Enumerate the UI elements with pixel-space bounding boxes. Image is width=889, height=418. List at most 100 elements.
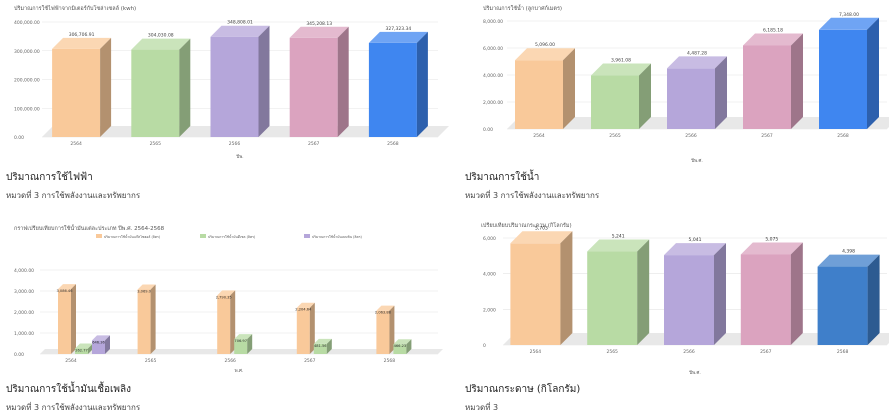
legend-swatch <box>96 234 102 238</box>
data-label: 4,487.28 <box>687 50 707 56</box>
water-chart: ปริมาณการใช้น้ำ (ลูกบาศก์เมตร) 8,000.00 6,… <box>483 4 889 164</box>
bar-2568-series-0[interactable] <box>376 305 395 354</box>
x-tick-label: 2565 <box>609 133 621 139</box>
bar-2564-series-0[interactable] <box>58 284 76 354</box>
x-tick-label: 2567 <box>760 349 772 355</box>
paper-category: หมวดที่ 3 <box>465 403 499 412</box>
x-tick-label: 2564 <box>533 133 545 139</box>
electricity-card: ปริมาณการใช้ไฟฟ้าจากมิเตอร์กับโซล่าเซลล์… <box>0 0 449 209</box>
bar-2567[interactable] <box>740 242 803 345</box>
y-tick-label: 0.00 <box>14 135 24 141</box>
water-caption[interactable]: ปริมาณการใช้น้ำ <box>465 172 540 183</box>
fuel-card: กราฟเปรียบเทียบการใช้น้ำมันแต่ละประเภท ป… <box>0 212 444 418</box>
x-axis-label: ปีพ.ศ. <box>689 370 701 376</box>
bar-2564[interactable] <box>515 48 575 130</box>
data-label: 706.97 <box>234 339 247 343</box>
data-label: 345,208.13 <box>306 21 332 27</box>
fuel-category: หมวดที่ 3 การใช้พลังงานและทรัพยากร <box>6 403 141 412</box>
data-label: 3,069.0 <box>137 290 151 294</box>
paper-card: เปรียบเทียบปริมาณกระดาษ (กิโลกรัม) 6,000 4… <box>459 212 889 418</box>
data-label: 646.36 <box>92 340 105 344</box>
chart-title: กราฟเปรียบเทียบการใช้น้ำมันแต่ละประเภท ป… <box>14 224 165 232</box>
bar-2564[interactable] <box>52 37 112 137</box>
y-tick-label: 400,000.00 <box>14 20 40 26</box>
bar-2564-series-1[interactable] <box>75 343 93 354</box>
data-label: 7,348.00 <box>839 12 859 18</box>
x-axis-label: ปีพ. <box>236 154 244 160</box>
y-tick-label: 6,000.00 <box>483 46 503 52</box>
data-label: 327,323.34 <box>386 26 412 32</box>
data-label: 3,086.46 <box>56 289 73 293</box>
chart-title: เปรียบเทียบปริมาณกระดาษ (กิโลกรัม) <box>481 221 572 229</box>
bar-2566[interactable] <box>664 243 726 345</box>
bar-2565[interactable] <box>131 38 191 137</box>
y-tick-label: 6,000 <box>483 236 496 242</box>
x-tick-label: 2568 <box>837 133 849 139</box>
bar-2568-series-1[interactable] <box>393 339 412 354</box>
chart-title: ปริมาณการใช้น้ำ (ลูกบาศก์เมตร) <box>483 4 562 12</box>
x-tick-label: 2565 <box>145 358 157 364</box>
bar-2566[interactable] <box>210 25 270 137</box>
x-tick-label: 2568 <box>387 141 399 147</box>
bar-2565[interactable] <box>587 239 650 345</box>
bar-2565-series-0[interactable] <box>137 284 156 354</box>
bar-2566[interactable] <box>667 56 727 129</box>
bar-2567-series-0[interactable] <box>296 302 315 354</box>
y-tick-label: 200,000.00 <box>14 78 40 84</box>
data-label: 5,096.00 <box>535 42 555 48</box>
x-tick-label: 2567 <box>761 133 773 139</box>
bar-2565[interactable] <box>591 63 651 129</box>
electricity-chart: ปริมาณการใช้ไฟฟ้าจากมิเตอร์กับโซล่าเซลล์… <box>14 4 449 160</box>
x-tick-label: 2568 <box>384 358 396 364</box>
x-tick-label: 2566 <box>683 349 695 355</box>
bar-2567[interactable] <box>743 33 803 129</box>
y-tick-label: 2,000.00 <box>14 310 34 316</box>
bar-2566-series-1[interactable] <box>234 334 253 354</box>
data-label: 2,204.64 <box>295 308 312 312</box>
x-tick-label: 2565 <box>606 349 618 355</box>
legend-swatch <box>200 234 206 238</box>
y-tick-label: 2,000 <box>483 307 496 313</box>
y-tick-label: 0.00 <box>483 127 493 133</box>
chart-title: ปริมาณการใช้ไฟฟ้าจากมิเตอร์กับโซล่าเซลล์… <box>14 4 136 12</box>
y-tick-label: 4,000 <box>483 272 496 278</box>
x-tick-label: 2566 <box>685 133 697 139</box>
fuel-caption[interactable]: ปริมาณการใช้น้ำมันเชื้อเพลิง <box>6 384 132 395</box>
legend-label: ปริมาณการใช้น้ำมันดีเซล (ลิตร) <box>208 234 256 239</box>
bar-2566-series-0[interactable] <box>217 290 236 354</box>
water-card: ปริมาณการใช้น้ำ (ลูกบาศก์เมตร) 8,000.00 6,… <box>459 0 889 209</box>
x-tick-label: 2564 <box>65 358 77 364</box>
data-label: 2,790.35 <box>216 295 232 299</box>
paper-caption[interactable]: ปริมาณกระดาษ (กิโลกรัม) <box>465 384 581 395</box>
legend-label: ปริมาณการใช้น้ำมันเบนซิน (ลิตร) <box>312 234 363 239</box>
data-label: 5,075 <box>765 236 778 242</box>
bar-2564[interactable] <box>510 231 573 345</box>
y-tick-label: 3,000.00 <box>14 289 34 295</box>
data-label: 348,808.01 <box>227 20 253 26</box>
bar-2568[interactable] <box>817 254 880 345</box>
x-tick-label: 2566 <box>224 358 236 364</box>
x-tick-label: 2565 <box>150 141 162 147</box>
y-tick-label: 0.00 <box>14 352 24 358</box>
bar-2564-series-2[interactable] <box>92 335 110 354</box>
bar-2568[interactable] <box>819 17 879 129</box>
bar-2567[interactable] <box>289 26 349 137</box>
y-tick-label: 0 <box>483 343 486 349</box>
data-label: 5,241 <box>612 234 625 240</box>
water-category: หมวดที่ 3 การใช้พลังงานและทรัพยากร <box>465 191 600 200</box>
electricity-caption[interactable]: ปริมาณการใช้ไฟฟ้า <box>6 172 93 183</box>
data-label: 481.56 <box>314 344 327 348</box>
y-tick-label: 2,000.00 <box>483 100 503 106</box>
x-tick-label: 2564 <box>70 141 82 147</box>
y-tick-label: 300,000.00 <box>14 49 40 55</box>
x-axis-label: ปีพ.ศ. <box>691 158 703 164</box>
bar-2568[interactable] <box>368 31 428 137</box>
x-tick-label: 2567 <box>308 141 320 147</box>
electricity-category: หมวดที่ 3 การใช้พลังงานและทรัพยากร <box>6 191 141 200</box>
x-axis-label: พ.ศ. <box>235 368 244 374</box>
fuel-chart: กราฟเปรียบเทียบการใช้น้ำมันแต่ละประเภท ป… <box>14 224 443 374</box>
y-tick-label: 1,000.00 <box>14 331 34 337</box>
bar-2567-series-1[interactable] <box>313 338 332 354</box>
data-label: 3,961.08 <box>611 58 631 64</box>
data-label: 5,041 <box>689 237 702 243</box>
